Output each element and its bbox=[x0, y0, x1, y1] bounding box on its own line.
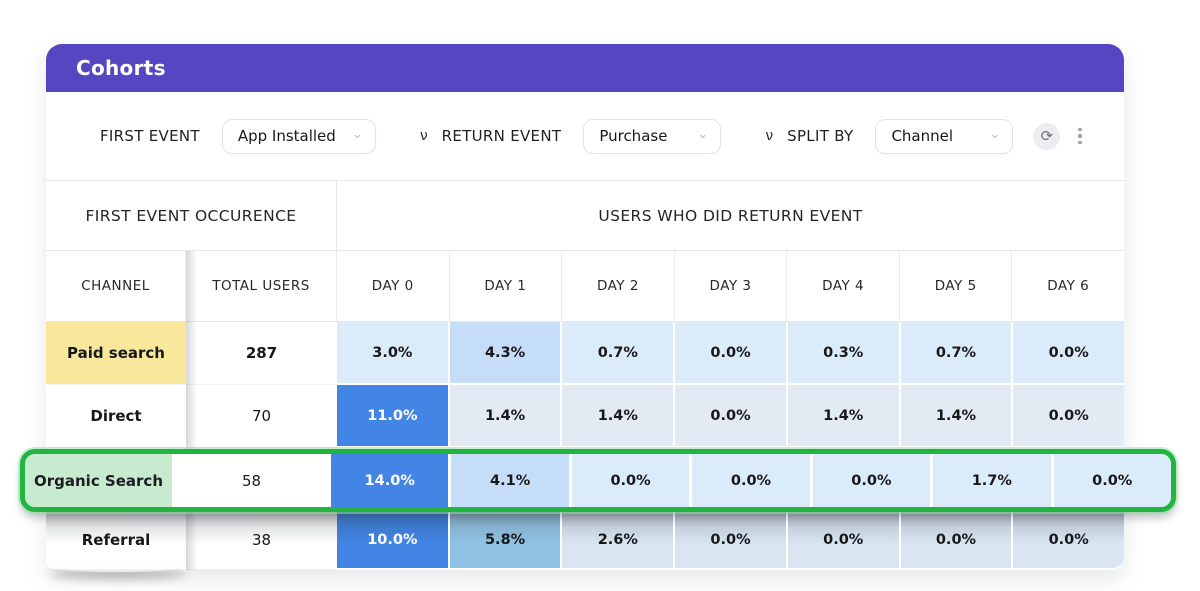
table-row[interactable]: Paid search 287 3.0% 4.3% 0.7% 0.0% 0.3% 0.7% 0.… bbox=[46, 322, 1125, 385]
column-header: DAY 6 bbox=[1047, 278, 1090, 294]
column-header: DAY 5 bbox=[900, 251, 1013, 321]
kebab-dot bbox=[1078, 134, 1082, 138]
cohort-cell[interactable]: 0.0% bbox=[675, 385, 788, 448]
first-event-dropdown[interactable]: App Installed ⌄ bbox=[221, 118, 376, 154]
total-users-cell: 58 bbox=[172, 454, 331, 507]
group-header-first-event: FIRST EVENT OCCURENCE bbox=[46, 181, 337, 250]
split-by-separator: ν bbox=[765, 128, 774, 144]
cohort-cell[interactable]: 1.4% bbox=[562, 385, 676, 448]
column-header: DAY 2 bbox=[562, 251, 675, 321]
cohort-cell[interactable]: 4.1% bbox=[451, 454, 572, 507]
return-event-label: RETURN EVENT bbox=[441, 127, 562, 145]
cohort-cell[interactable]: 0.0% bbox=[692, 454, 813, 507]
return-event-dropdown[interactable]: Purchase ⌄ bbox=[583, 118, 722, 154]
chevron-down-icon: ⌄ bbox=[697, 126, 709, 142]
first-event-label: FIRST EVENT bbox=[100, 127, 200, 145]
column-header: DAY 1 bbox=[450, 251, 563, 321]
channel-cell[interactable]: Organic Search bbox=[25, 454, 172, 507]
split-by-label: SPLIT BY bbox=[787, 127, 854, 145]
table-body: Paid search 287 3.0% 4.3% 0.7% 0.0% 0.3% 0.7% 0.… bbox=[46, 322, 1125, 570]
split-by-dropdown[interactable]: Channel ⌄ bbox=[875, 118, 1014, 154]
title-bar: Cohorts bbox=[46, 44, 1124, 92]
column-header: DAY 0 bbox=[337, 251, 450, 321]
cohort-cell[interactable]: 4.3% bbox=[449, 322, 563, 385]
cohort-cell[interactable]: 0.7% bbox=[900, 322, 1014, 385]
cohort-cell[interactable]: 3.0% bbox=[337, 322, 450, 385]
cohort-cell[interactable]: 0.0% bbox=[675, 322, 788, 385]
cohort-cell[interactable]: 14.0% bbox=[331, 454, 452, 507]
cohorts-card: Cohorts FIRST EVENT App Installed ⌄ ν RE… bbox=[20, 44, 1176, 570]
cohort-cell[interactable]: 0.0% bbox=[571, 454, 693, 507]
group-header-return-event: USERS WHO DID RETURN EVENT bbox=[598, 206, 863, 225]
channel-cell[interactable]: Referral bbox=[46, 511, 186, 570]
cohort-cell[interactable]: 0.0% bbox=[812, 454, 934, 507]
kebab-menu-button[interactable] bbox=[1074, 124, 1086, 149]
column-header: DAY 3 bbox=[675, 251, 788, 321]
cohort-cell[interactable]: 0.0% bbox=[1013, 511, 1125, 570]
kebab-dot bbox=[1078, 140, 1082, 145]
kebab-dot bbox=[1078, 127, 1082, 132]
cohort-cell[interactable]: 0.0% bbox=[900, 511, 1014, 570]
group-header-row: FIRST EVENT OCCURENCE USERS WHO DID RETU… bbox=[46, 181, 1124, 251]
cohort-cell[interactable]: 1.4% bbox=[787, 385, 901, 448]
channel-cell[interactable]: Paid search bbox=[46, 322, 186, 385]
cohort-cell[interactable]: 11.0% bbox=[337, 385, 450, 448]
cohort-cell[interactable]: 0.0% bbox=[1053, 454, 1171, 507]
total-users-cell: 38 bbox=[186, 511, 337, 570]
filter-bar: FIRST EVENT App Installed ⌄ ν RETURN EVE… bbox=[46, 92, 1124, 181]
refresh-icon: ⟳ bbox=[1040, 128, 1054, 145]
table-row[interactable]: Direct 70 11.0% 1.4% 1.4% 0.0% 1.4% 1.4% 0.0% bbox=[46, 385, 1125, 448]
split-by-value: Channel bbox=[891, 127, 954, 145]
first-event-value: App Installed bbox=[237, 127, 336, 145]
total-users-cell: 287 bbox=[186, 322, 337, 385]
cohort-cell[interactable]: 5.8% bbox=[449, 511, 563, 570]
return-event-value: Purchase bbox=[599, 127, 668, 145]
column-header: DAY 4 bbox=[787, 251, 900, 321]
column-header: TOTAL USERS bbox=[186, 251, 337, 321]
cohort-cell[interactable]: 10.0% bbox=[337, 511, 450, 570]
return-event-separator: ν bbox=[419, 128, 428, 144]
cohort-cell[interactable]: 0.3% bbox=[787, 322, 901, 385]
column-header: CHANNEL bbox=[46, 251, 186, 321]
cohort-cell[interactable]: 2.6% bbox=[562, 511, 676, 570]
cohort-cell[interactable]: 0.0% bbox=[787, 511, 901, 570]
cohort-cell[interactable]: 1.4% bbox=[900, 385, 1014, 448]
cohort-cell[interactable]: 1.7% bbox=[933, 454, 1054, 507]
column-header-row: CHANNEL TOTAL USERS DAY 0 DAY 1 DAY 2 DAY 3 DA… bbox=[46, 251, 1124, 322]
refresh-button[interactable]: ⟳ bbox=[1033, 122, 1061, 150]
chevron-down-icon: ⌄ bbox=[989, 126, 1001, 142]
cohort-cell[interactable]: 0.0% bbox=[675, 511, 788, 570]
channel-cell[interactable]: Direct bbox=[46, 385, 186, 448]
cohort-cell[interactable]: 0.7% bbox=[562, 322, 676, 385]
cohort-cell[interactable]: 0.0% bbox=[1013, 322, 1125, 385]
cohort-cell[interactable]: 0.0% bbox=[1013, 385, 1125, 448]
selected-row-highlight[interactable]: Organic Search 58 14.0% 4.1% 0.0% 0.0% 0.0% 1.7… bbox=[20, 449, 1176, 512]
cohort-cell[interactable]: 1.4% bbox=[449, 385, 563, 448]
chevron-down-icon: ⌄ bbox=[351, 126, 363, 142]
page-title: Cohorts bbox=[76, 56, 166, 80]
table-row[interactable]: Referral 38 10.0% 5.8% 2.6% 0.0% 0.0% 0.0% 0.0% bbox=[46, 511, 1125, 570]
total-users-cell: 70 bbox=[186, 385, 337, 448]
